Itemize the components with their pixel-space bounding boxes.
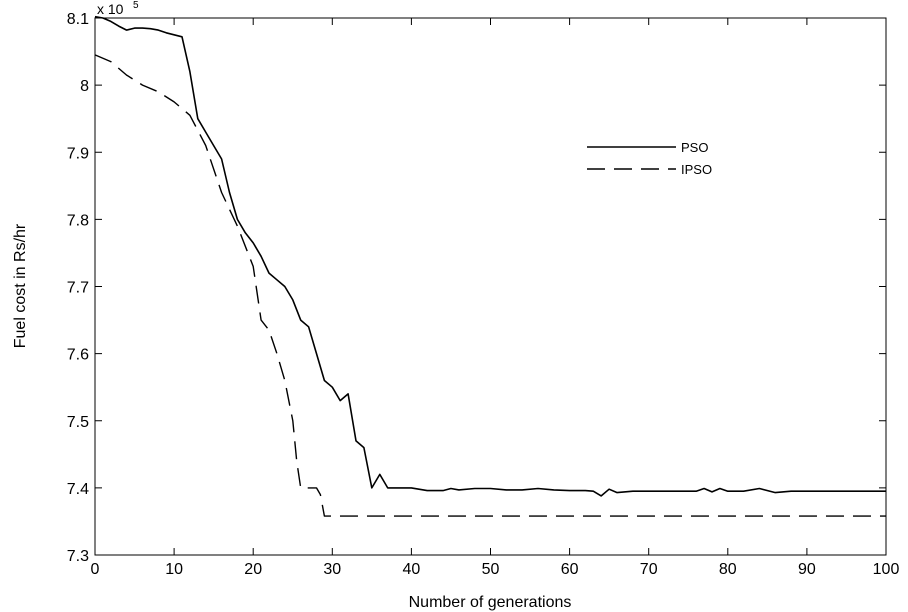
plot-area [94,17,887,556]
x-tick-label: 20 [244,561,262,578]
y-tick-label: 7.3 [67,548,89,565]
x-tick-label: 90 [798,561,816,578]
y-tick-label: 8.1 [67,11,89,28]
y-tick-label: 7.6 [67,347,89,364]
x-tick-label: 50 [482,561,500,578]
y-tick-label: 8 [80,78,89,95]
series-line-ipso [94,54,886,517]
y-multiplier-label: x 10 [97,1,124,17]
series-line-pso [94,15,886,497]
x-axis-label: Number of generations [409,594,572,611]
x-tick-label: 30 [323,561,341,578]
y-axis-label: Fuel cost in Rs/hr [12,223,29,348]
x-tick-label: 10 [165,561,183,578]
x-tick-label: 0 [91,561,100,578]
y-tick-label: 7.8 [67,212,89,229]
x-tick-label: 80 [719,561,737,578]
axis-ticks: 0 10 20 30 40 50 60 70 80 90 100 7.3 7.4 7.5 7.6 7.7 7.8… [67,11,900,578]
legend-label-pso: PSO [681,140,708,155]
x-tick-label: 40 [403,561,421,578]
y-tick-label: 7.9 [67,145,89,162]
y-tick-label: 7.7 [67,280,89,297]
x-tick-label: 60 [561,561,579,578]
series-layer [94,15,886,517]
y-tick-label: 7.5 [67,414,89,431]
y-multiplier-exponent: 5 [133,0,139,11]
x-tick-label: 70 [640,561,658,578]
legend-label-ipso: IPSO [681,162,712,177]
x-tick-label: 100 [873,561,900,578]
legend: PSO IPSO [587,140,712,177]
y-tick-label: 7.4 [67,481,89,498]
